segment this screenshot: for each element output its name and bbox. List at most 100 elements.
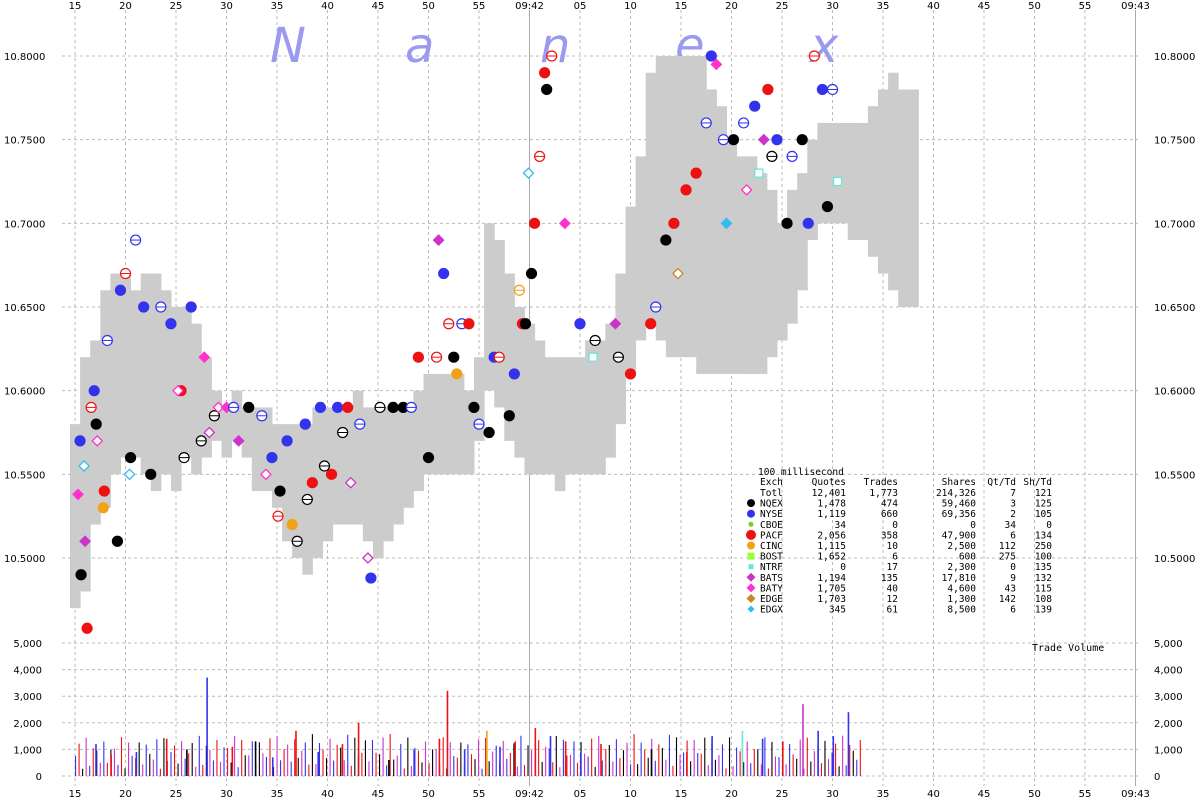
- volume-bar-minor: [672, 765, 674, 776]
- quote-range-bar: [484, 223, 495, 391]
- table-cell: 214,326: [936, 488, 976, 499]
- volume-bar: [514, 741, 516, 776]
- volume-bar-minor: [764, 737, 766, 776]
- volume-bar-minor: [216, 740, 218, 776]
- x-tick-label-bottom: 20: [725, 789, 738, 800]
- quote-range-bar: [191, 323, 202, 475]
- volume-bar-minor: [654, 760, 656, 776]
- volume-bar-minor: [449, 742, 451, 776]
- quote-range-bar: [676, 56, 687, 358]
- volume-bar-minor: [177, 763, 179, 776]
- watermark-letter: N: [270, 18, 306, 74]
- volume-bar-minor: [322, 749, 324, 776]
- volume-bar-minor: [732, 766, 734, 776]
- volume-bar: [357, 722, 360, 776]
- volume-bar-minor: [361, 752, 363, 776]
- volume-tick-label-right: 0: [1154, 772, 1160, 783]
- volume-bar-minor: [591, 738, 593, 776]
- x-tick-label-top: 35: [271, 1, 284, 12]
- quote-range-bar: [564, 357, 576, 475]
- quote-marker-nyse: [574, 318, 586, 330]
- quote-range-bar: [756, 173, 768, 374]
- volume-bar-minor: [124, 768, 126, 776]
- quote-marker-nyse: [185, 301, 197, 313]
- y-tick-label-right: 10.5500: [1154, 470, 1195, 481]
- quote-range-bar: [635, 156, 647, 341]
- quote-range-bar: [494, 240, 505, 408]
- volume-bar: [254, 741, 257, 776]
- table-cell: 1,194: [817, 573, 846, 584]
- quote-marker-pacf: [528, 217, 541, 229]
- table-cell: 142: [999, 594, 1016, 605]
- quote-range-bar: [403, 407, 414, 508]
- table-cell: EDGX: [760, 605, 783, 616]
- x-tick-label-bottom: 30: [826, 789, 839, 800]
- table-cell: 6: [1010, 530, 1016, 541]
- table-cell: BATY: [760, 583, 783, 594]
- volume-bar-minor: [315, 764, 317, 776]
- quote-marker-nyse: [438, 267, 450, 280]
- volume-bar: [580, 752, 582, 776]
- table-cell: 34: [1005, 520, 1017, 531]
- quote-range-bar: [342, 407, 354, 525]
- volume-bar-minor: [219, 761, 222, 776]
- volume-bar-minor: [495, 745, 497, 776]
- quote-range-bar: [362, 407, 374, 542]
- volume-bar-minor: [552, 762, 554, 776]
- volume-bar: [295, 730, 297, 776]
- volume-bar-minor: [753, 749, 755, 776]
- table-cell: NYSE: [760, 509, 783, 520]
- table-cell: 275: [999, 552, 1016, 563]
- legend-swatch: [746, 572, 756, 582]
- volume-bar-minor: [845, 765, 847, 776]
- volume-bar-minor: [675, 737, 678, 776]
- volume-bar-minor: [548, 748, 550, 776]
- volume-bar: [438, 738, 441, 776]
- quote-range-bar: [787, 189, 798, 324]
- volume-bar-minor: [308, 764, 310, 776]
- volume-bar-minor: [163, 738, 165, 776]
- quote-range-bar: [827, 122, 839, 224]
- volume-bar-minor: [407, 737, 409, 776]
- volume-bar-minor: [584, 753, 586, 776]
- volume-bar: [564, 741, 567, 776]
- quote-marker-baty: [198, 351, 211, 364]
- table-cell: 358: [881, 530, 898, 541]
- volume-bar-minor: [576, 762, 579, 776]
- volume-bar-minor: [117, 765, 119, 776]
- volume-bar-minor: [718, 755, 720, 776]
- volume-bar-minor: [700, 753, 702, 776]
- quote-marker-nyse: [165, 318, 177, 330]
- x-tick-label-bottom: 55: [473, 789, 486, 800]
- quote-marker-nqex: [274, 485, 286, 497]
- x-tick-label-top: 40: [927, 1, 940, 12]
- volume-bar-minor: [78, 743, 80, 776]
- volume-bar-minor: [633, 734, 635, 776]
- volume-bar-minor: [644, 749, 646, 776]
- quote-range-bar: [696, 56, 707, 374]
- volume-bar-minor: [145, 744, 147, 776]
- volume-bar-minor: [311, 734, 313, 776]
- quote-range-bar: [272, 424, 283, 508]
- volume-bar-minor: [573, 741, 575, 776]
- volume-tick-label-right: 1,000: [1154, 745, 1183, 756]
- x-tick-label-bottom: 55: [1079, 789, 1092, 800]
- volume-bar-minor: [488, 761, 490, 776]
- volume-bar-minor: [283, 749, 285, 776]
- volume-bar-minor: [347, 734, 349, 776]
- volume-bar-minor: [128, 742, 130, 776]
- volume-bar: [499, 746, 501, 776]
- volume-bar-minor: [227, 748, 229, 776]
- y-tick-label-left: 10.8000: [4, 52, 45, 63]
- quote-range-bar: [504, 273, 515, 441]
- volume-bar-minor: [333, 760, 335, 776]
- quote-marker-baty: [72, 488, 84, 501]
- volume-tick-label-left: 1,000: [13, 745, 42, 756]
- quote-range-bar: [575, 357, 586, 475]
- volume-tick-label-right: 2,000: [1154, 719, 1183, 730]
- quote-range-bar: [595, 340, 606, 475]
- x-tick-label-bottom: 40: [927, 789, 940, 800]
- volume-bar-minor: [640, 742, 642, 776]
